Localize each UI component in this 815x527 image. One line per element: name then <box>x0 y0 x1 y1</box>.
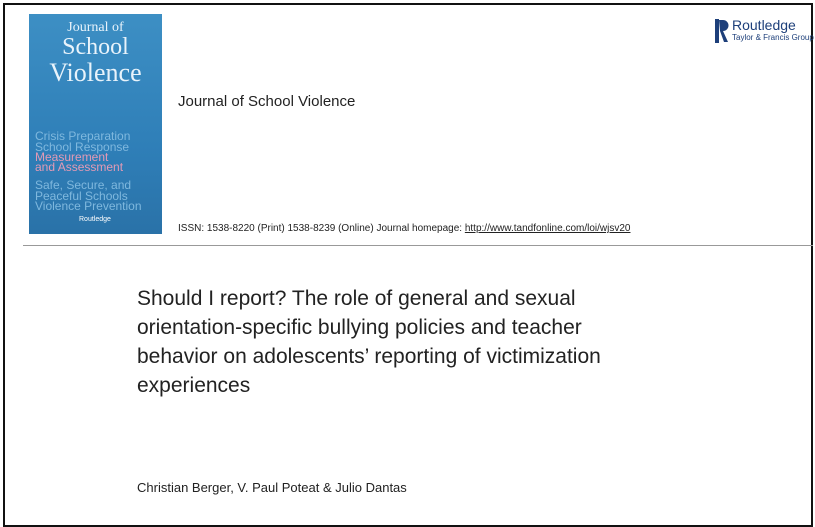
cover-title: Journal of <box>67 20 124 35</box>
cover-topic: Crisis Preparation <box>35 129 131 143</box>
journal-cover: Journal of School Violence Crisis Prepar… <box>29 14 162 234</box>
divider <box>23 245 813 246</box>
cover-topic: Violence Prevention <box>35 199 142 213</box>
article-title: orientation-specific bullying policies a… <box>137 316 582 339</box>
cover-title: Violence <box>49 58 142 87</box>
journal-name: Journal of School Violence <box>178 93 356 110</box>
article-title: Should I report? The role of general and… <box>137 287 576 310</box>
issn: ISSN: 1538-8220 (Print) 1538-8239 (Onlin… <box>178 223 465 234</box>
page: Journal of School Violence Crisis Prepar… <box>3 3 814 527</box>
authors: Christian Berger, V. Paul Poteat & Julio… <box>137 480 407 495</box>
publisher-logo <box>715 19 729 43</box>
publisher-name: Routledge <box>732 17 796 33</box>
cover-publisher: Routledge <box>79 216 111 223</box>
cover-topic: and Assessment <box>35 160 124 174</box>
cover-title: School <box>62 34 129 60</box>
publisher-group: Taylor & Francis Group <box>732 33 814 42</box>
cover-topic: Measurement <box>35 150 109 164</box>
article-title: experiences <box>137 374 251 397</box>
cover-topic: Safe, Secure, and <box>35 178 132 192</box>
issn-line: ISSN: 1538-8220 (Print) 1538-8239 (Onlin… <box>178 223 630 234</box>
cover-topic: Peaceful Schools <box>35 189 128 203</box>
homepage-link[interactable]: http://www.tandfonline.com/loi/wjsv20 <box>464 223 631 234</box>
cover-topic: School Response <box>35 140 130 154</box>
article-title: behavior on adolescents’ reporting of vi… <box>137 345 601 368</box>
